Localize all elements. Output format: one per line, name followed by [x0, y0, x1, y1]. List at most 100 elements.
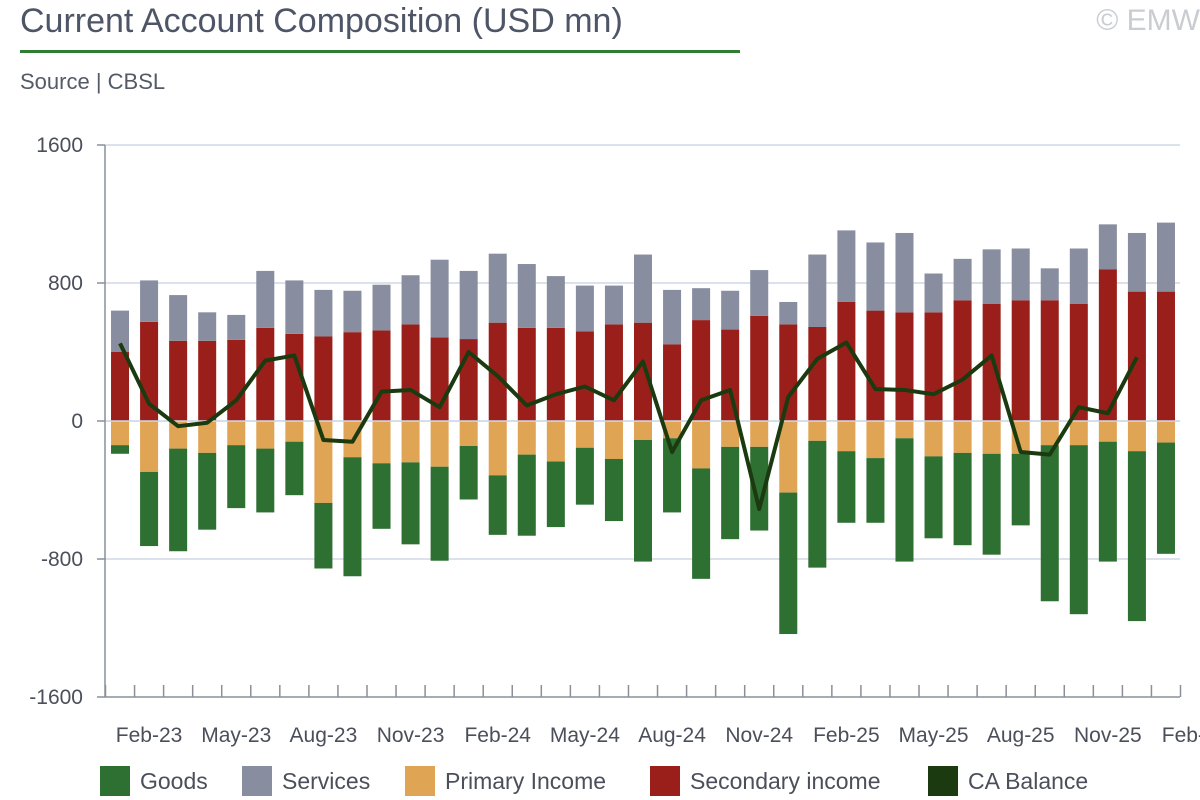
bar-goods — [401, 462, 420, 545]
bar-services — [343, 290, 362, 333]
bar-primary-income — [750, 421, 769, 447]
x-tick-label: Aug-23 — [290, 724, 358, 747]
bar-primary-income — [633, 421, 653, 440]
x-tick-label: Feb-25 — [813, 724, 880, 747]
bar-goods — [140, 471, 159, 547]
bar-services — [517, 264, 536, 328]
bar-secondary-income — [517, 327, 536, 421]
bar-primary-income — [227, 421, 246, 446]
legend-label-ca-balance: CA Balance — [968, 767, 1089, 794]
bar-primary-income — [198, 421, 217, 453]
bar-primary-income — [314, 421, 333, 503]
x-tick-label: May-25 — [899, 724, 969, 747]
bar-services — [895, 232, 914, 313]
bar-services — [111, 310, 130, 352]
bar-goods — [750, 446, 769, 531]
bar-services — [140, 280, 159, 322]
page-title: Current Account Composition (USD mn) — [20, 2, 623, 40]
bar-services — [256, 270, 275, 328]
y-tick-labels: 1600 800 0 -800 -1600 — [29, 134, 83, 709]
bar-goods — [343, 457, 362, 577]
bar-services — [924, 273, 943, 313]
bar-goods — [459, 446, 478, 500]
bar-services — [721, 290, 740, 330]
bar-secondary-income — [488, 322, 507, 421]
bar-primary-income — [895, 421, 914, 439]
bar-services — [488, 253, 507, 323]
bar-goods — [169, 448, 188, 552]
y-tick-label: -800 — [41, 548, 83, 571]
bar-secondary-income — [837, 301, 856, 421]
y-tick-label: 0 — [71, 410, 83, 433]
bar-services — [372, 284, 391, 331]
bar-secondary-income — [343, 332, 362, 421]
bar-goods — [779, 492, 798, 635]
bar-goods — [808, 440, 827, 568]
bar-services — [430, 259, 449, 338]
bar-primary-income — [111, 421, 130, 446]
bar-services — [169, 295, 188, 341]
x-tick-label: Aug-24 — [638, 724, 706, 747]
bar-services — [779, 301, 798, 325]
x-tick-label: Nov-25 — [1074, 724, 1142, 747]
bar-services — [401, 275, 420, 325]
bar-secondary-income — [256, 327, 275, 421]
legend-item-primary-income: Primary Income — [405, 766, 606, 796]
bar-goods — [517, 454, 536, 536]
bar-secondary-income — [401, 324, 420, 421]
bar-secondary-income — [1127, 291, 1146, 421]
x-tick-label: Nov-24 — [725, 724, 793, 747]
title-underline — [20, 50, 740, 53]
bar-primary-income — [604, 421, 623, 459]
bar-primary-income — [953, 421, 972, 453]
bar-secondary-income — [633, 322, 653, 421]
bar-secondary-income — [750, 315, 769, 421]
bar-primary-income — [430, 421, 449, 467]
bar-services — [953, 258, 972, 301]
legend-swatch-ca-balance — [928, 766, 958, 796]
bar-goods — [895, 438, 914, 562]
bar-primary-income — [866, 421, 885, 459]
bar-secondary-income — [227, 339, 246, 421]
bar-goods — [982, 453, 1001, 555]
bar-services — [1098, 224, 1117, 270]
bar-goods — [837, 451, 856, 523]
bar-secondary-income — [1156, 291, 1175, 421]
x-tick-label: Nov-23 — [377, 724, 445, 747]
bar-primary-income — [1156, 421, 1175, 443]
bar-services — [1156, 222, 1175, 292]
bar-services — [982, 249, 1001, 304]
bar-goods — [488, 475, 507, 535]
bar-primary-income — [1040, 421, 1059, 446]
bar-primary-income — [546, 421, 565, 462]
bar-secondary-income — [1098, 269, 1117, 421]
x-tick-label: May-24 — [550, 724, 620, 747]
bar-services — [314, 289, 333, 337]
x-tick-label: Aug-25 — [987, 724, 1055, 747]
y-tick-label: -1600 — [29, 686, 83, 709]
bar-services — [750, 270, 769, 316]
bar-services — [285, 280, 304, 334]
bar-secondary-income — [692, 320, 711, 421]
bar-secondary-income — [924, 312, 943, 421]
bar-goods — [1069, 445, 1088, 615]
legend-label-secondary-income: Secondary income — [690, 767, 881, 794]
bar-services — [866, 242, 885, 311]
bar-secondary-income — [546, 327, 565, 421]
bar-goods — [1011, 453, 1030, 526]
bar-goods — [111, 445, 130, 454]
bar-goods — [663, 438, 682, 513]
bar-goods — [227, 445, 246, 509]
bar-primary-income — [140, 421, 159, 472]
bar-goods — [372, 463, 391, 529]
bar-services — [459, 270, 478, 340]
bar-primary-income — [1069, 421, 1088, 446]
legend-swatch-goods — [100, 766, 130, 796]
legend-label-services: Services — [282, 767, 371, 794]
legend-label-primary-income: Primary Income — [445, 767, 607, 794]
bar-primary-income — [837, 421, 856, 452]
watermark: © EMW — [1096, 4, 1200, 37]
bar-goods — [314, 502, 333, 569]
bar-primary-income — [575, 421, 594, 448]
bar-services — [546, 276, 565, 328]
